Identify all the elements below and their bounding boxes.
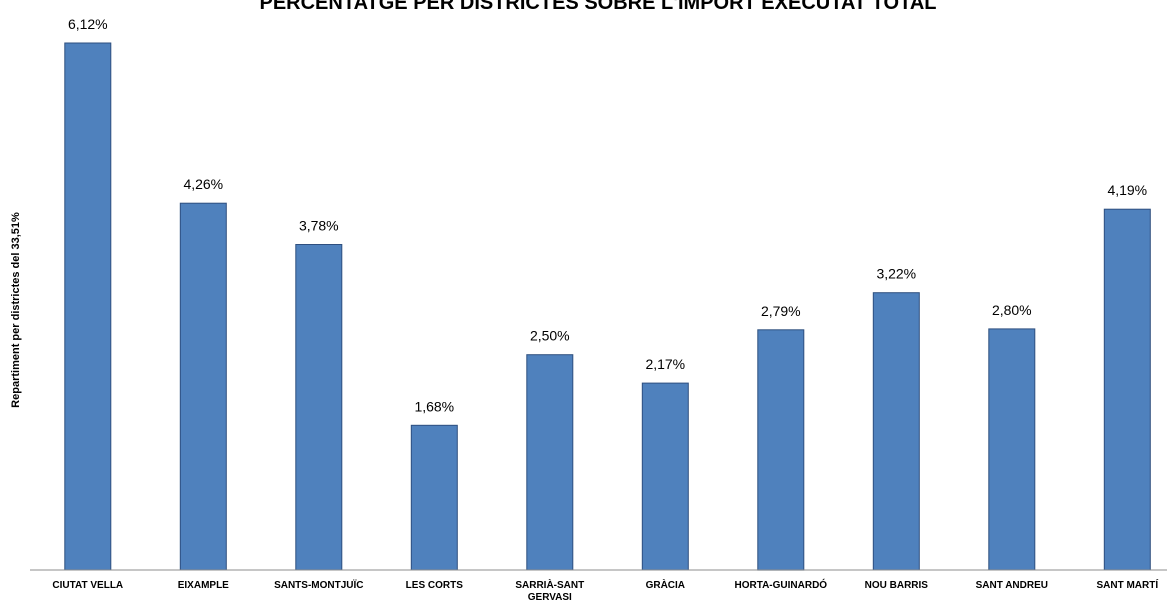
data-label: 2,17% bbox=[645, 356, 685, 372]
x-tick-label: SANT ANDREU bbox=[976, 580, 1048, 591]
x-tick-label-line: SARRIÀ-SANT bbox=[515, 578, 584, 591]
bars-group bbox=[64, 42, 1151, 571]
x-tick-label-line: EIXAMPLE bbox=[178, 580, 229, 591]
x-tick-label: SANTS-MONTJUÏC bbox=[274, 578, 363, 591]
x-tick-label: HORTA-GUINARDÓ bbox=[735, 578, 828, 591]
x-tick-label: SANT MARTÍ bbox=[1096, 578, 1158, 591]
bar bbox=[64, 42, 112, 571]
data-label: 1,68% bbox=[414, 398, 454, 414]
bar bbox=[179, 202, 227, 571]
bar bbox=[295, 244, 343, 571]
data-labels-group: 6,12% 4,26% 3,78% 1,68% 2,50% 2,17% 2,79% 3,22%… bbox=[68, 16, 1147, 414]
x-tick-label-line: SANTS-MONTJUÏC bbox=[274, 578, 363, 591]
data-label: 3,78% bbox=[299, 218, 339, 234]
x-tick-label: SARRIÀ-SANT GERVASI bbox=[515, 578, 584, 603]
data-label: 6,12% bbox=[68, 16, 108, 32]
data-label: 2,50% bbox=[530, 328, 570, 344]
bar bbox=[757, 329, 805, 571]
x-tick-label: EIXAMPLE bbox=[178, 580, 229, 591]
data-label: 4,19% bbox=[1107, 182, 1147, 198]
data-label: 3,22% bbox=[876, 266, 916, 282]
bar bbox=[1103, 208, 1151, 571]
data-label: 4,26% bbox=[183, 176, 223, 192]
x-tick-label-line: NOU BARRIS bbox=[865, 580, 929, 591]
x-tick-label: LES CORTS bbox=[406, 580, 464, 591]
x-tick-label-line: GERVASI bbox=[528, 592, 572, 603]
x-tick-label-line: SANT MARTÍ bbox=[1096, 578, 1158, 591]
x-tick-label-line: LES CORTS bbox=[406, 580, 464, 591]
x-tick-label: GRÀCIA bbox=[646, 578, 685, 591]
data-label: 2,80% bbox=[992, 302, 1032, 318]
bar bbox=[641, 382, 689, 571]
x-tick-label-line: HORTA-GUINARDÓ bbox=[735, 578, 828, 591]
bar bbox=[410, 424, 458, 571]
x-tick-label-line: CIUTAT VELLA bbox=[52, 580, 123, 591]
data-label: 2,79% bbox=[761, 303, 801, 319]
x-tick-label: CIUTAT VELLA bbox=[52, 580, 123, 591]
x-tick-label-line: GRÀCIA bbox=[646, 578, 685, 591]
y-axis-label: Repartiment per districtes del 33,51% bbox=[10, 212, 22, 408]
bar bbox=[988, 328, 1036, 571]
x-tick-label-line: SANT ANDREU bbox=[976, 580, 1048, 591]
bar bbox=[526, 354, 574, 571]
bar bbox=[872, 292, 920, 571]
x-tick-labels-group: CIUTAT VELLA EIXAMPLE SANTS-MONTJUÏC LES CO… bbox=[52, 578, 1158, 603]
chart-title: PERCENTATGE PER DISTRICTES SOBRE L'IMPOR… bbox=[259, 0, 936, 14]
x-tick-label: NOU BARRIS bbox=[865, 580, 929, 591]
